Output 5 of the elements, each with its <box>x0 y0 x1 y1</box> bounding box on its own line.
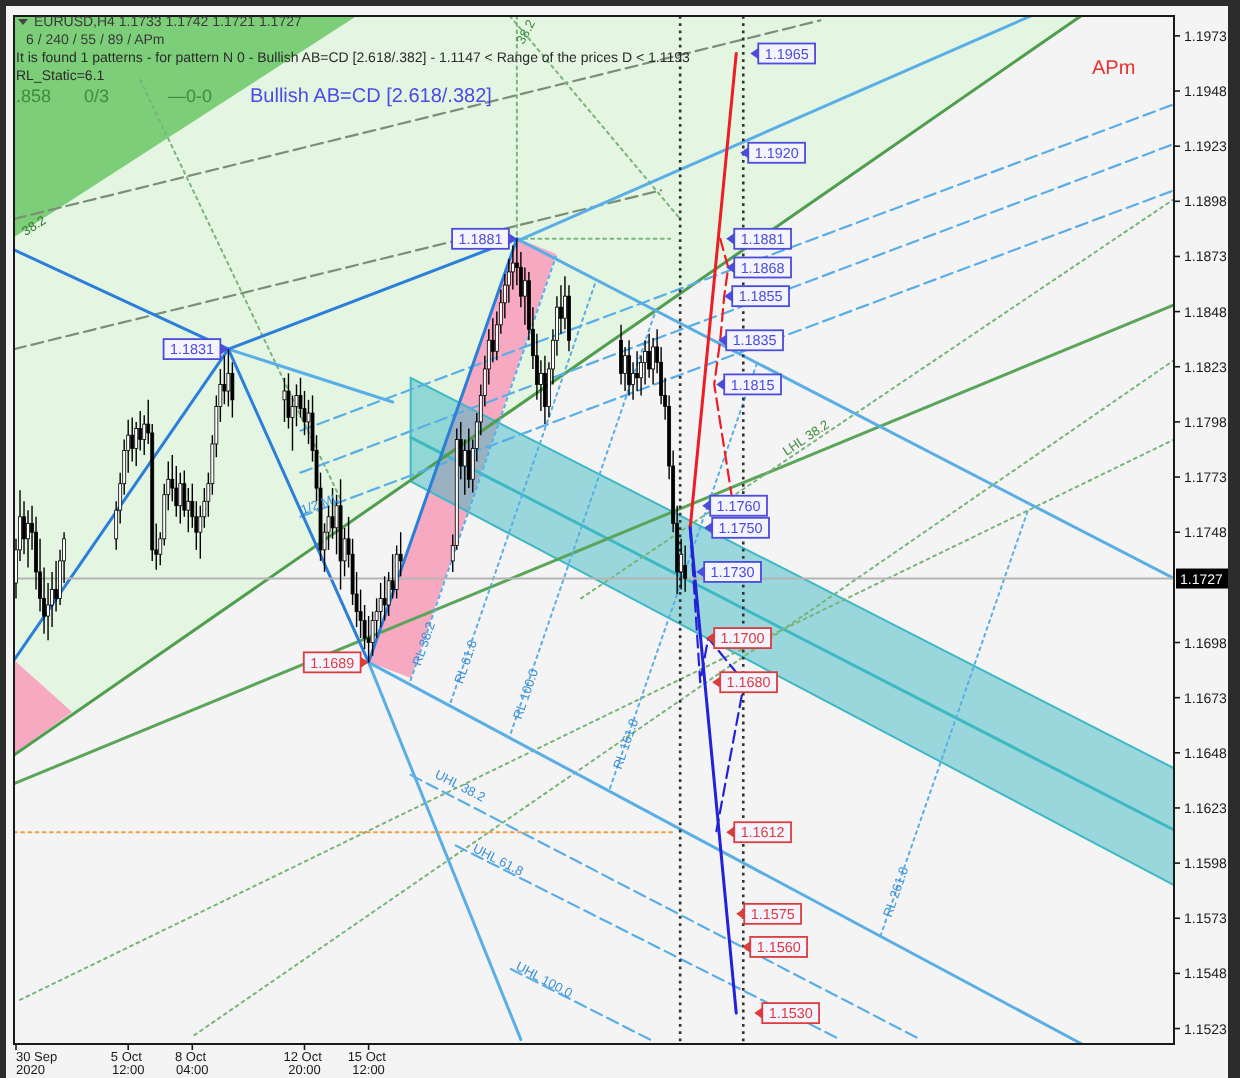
annotation: 0/3 <box>84 86 110 106</box>
annotation: —0-0 <box>168 86 213 106</box>
annotation: .858 <box>16 86 52 106</box>
annotation: APm <box>1092 58 1136 80</box>
annotation: Bullish AB=CD [2.618/.382] <box>250 86 493 108</box>
